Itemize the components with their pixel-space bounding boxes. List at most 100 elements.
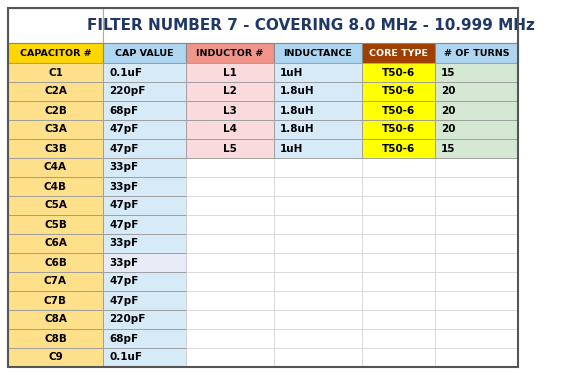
Bar — [8, 82, 103, 101]
Bar — [362, 272, 435, 291]
Text: C8B: C8B — [44, 334, 67, 343]
Bar — [186, 101, 274, 120]
Bar — [103, 348, 186, 367]
Text: T50-6: T50-6 — [382, 68, 415, 78]
Bar — [435, 101, 518, 120]
Text: 1.8uH: 1.8uH — [280, 106, 314, 116]
Text: C2B: C2B — [44, 106, 67, 116]
Text: C8A: C8A — [44, 315, 67, 324]
Bar — [186, 63, 274, 82]
Text: 20: 20 — [441, 106, 455, 116]
Bar — [274, 63, 362, 82]
Text: 1uH: 1uH — [280, 68, 303, 78]
Bar — [435, 310, 518, 329]
Bar — [274, 196, 362, 215]
Text: INDUCTANCE: INDUCTANCE — [284, 48, 353, 57]
Bar — [362, 348, 435, 367]
Text: C5B: C5B — [44, 220, 67, 229]
Text: L1: L1 — [223, 68, 237, 78]
Text: C4A: C4A — [44, 163, 67, 173]
Bar — [274, 120, 362, 139]
Text: L3: L3 — [223, 106, 237, 116]
Bar — [8, 253, 103, 272]
Text: C3B: C3B — [44, 144, 67, 154]
Bar — [103, 139, 186, 158]
Bar — [186, 101, 274, 120]
Bar — [362, 82, 435, 101]
Bar — [362, 234, 435, 253]
Bar — [8, 272, 103, 291]
Bar — [362, 120, 435, 139]
Bar — [103, 329, 186, 348]
Text: FILTER NUMBER 7 - COVERING 8.0 MHz - 10.999 MHz: FILTER NUMBER 7 - COVERING 8.0 MHz - 10.… — [86, 18, 534, 33]
Text: 20: 20 — [441, 87, 455, 97]
Bar — [8, 291, 103, 310]
Bar — [274, 82, 362, 101]
Text: C2A: C2A — [44, 87, 67, 97]
Text: T50-6: T50-6 — [382, 106, 415, 116]
Bar — [362, 139, 435, 158]
Bar — [103, 215, 186, 234]
Bar — [435, 43, 518, 63]
Bar — [103, 158, 186, 177]
Bar — [435, 101, 518, 120]
Bar — [435, 120, 518, 139]
Text: L4: L4 — [223, 125, 237, 135]
Bar — [362, 43, 435, 63]
Bar — [274, 101, 362, 120]
Bar — [8, 101, 103, 120]
Bar — [8, 196, 103, 215]
Bar — [274, 139, 362, 158]
Text: CAPACITOR #: CAPACITOR # — [20, 48, 91, 57]
Bar — [186, 82, 274, 101]
Bar — [362, 101, 435, 120]
Text: C6B: C6B — [44, 258, 67, 267]
Text: T50-6: T50-6 — [382, 144, 415, 154]
Bar — [274, 234, 362, 253]
Bar — [274, 272, 362, 291]
Bar — [274, 329, 362, 348]
Text: C3A: C3A — [44, 125, 67, 135]
Text: 15: 15 — [441, 68, 455, 78]
Text: C7B: C7B — [44, 296, 67, 305]
Bar — [8, 158, 103, 177]
Bar — [362, 329, 435, 348]
Bar — [186, 63, 274, 82]
Bar — [186, 291, 274, 310]
Bar — [103, 63, 186, 82]
Bar — [362, 291, 435, 310]
Bar — [435, 82, 518, 101]
Text: C9: C9 — [48, 353, 63, 362]
Text: CORE TYPE: CORE TYPE — [369, 48, 428, 57]
Bar — [8, 120, 103, 139]
Bar — [435, 158, 518, 177]
Text: 33pF: 33pF — [109, 182, 138, 192]
Bar — [186, 120, 274, 139]
Bar — [435, 63, 518, 82]
Bar — [186, 329, 274, 348]
Text: 68pF: 68pF — [109, 334, 138, 343]
Text: C5A: C5A — [44, 201, 67, 211]
Bar — [103, 43, 186, 63]
Bar — [274, 139, 362, 158]
Bar — [362, 215, 435, 234]
Bar — [362, 82, 435, 101]
Bar — [435, 272, 518, 291]
Bar — [362, 177, 435, 196]
Bar — [186, 139, 274, 158]
Bar — [362, 310, 435, 329]
Bar — [186, 234, 274, 253]
Bar — [274, 82, 362, 101]
Bar — [274, 253, 362, 272]
Bar — [435, 120, 518, 139]
Bar — [362, 158, 435, 177]
Text: 20: 20 — [441, 125, 455, 135]
Bar — [103, 272, 186, 291]
Bar — [435, 348, 518, 367]
Bar — [8, 177, 103, 196]
Bar — [8, 215, 103, 234]
Text: 0.1uF: 0.1uF — [109, 353, 142, 362]
Bar — [435, 63, 518, 82]
Bar — [103, 196, 186, 215]
Text: C6A: C6A — [44, 239, 67, 248]
